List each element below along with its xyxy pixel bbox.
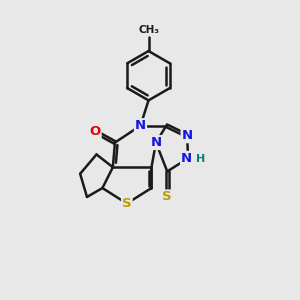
Text: N: N — [182, 129, 193, 142]
Text: H: H — [196, 154, 205, 164]
Text: S: S — [162, 190, 172, 203]
Text: N: N — [181, 152, 192, 165]
Text: CH₃: CH₃ — [138, 25, 159, 35]
Text: N: N — [135, 119, 146, 132]
Text: N: N — [150, 136, 161, 149]
Text: O: O — [89, 125, 100, 138]
Text: S: S — [122, 197, 132, 210]
